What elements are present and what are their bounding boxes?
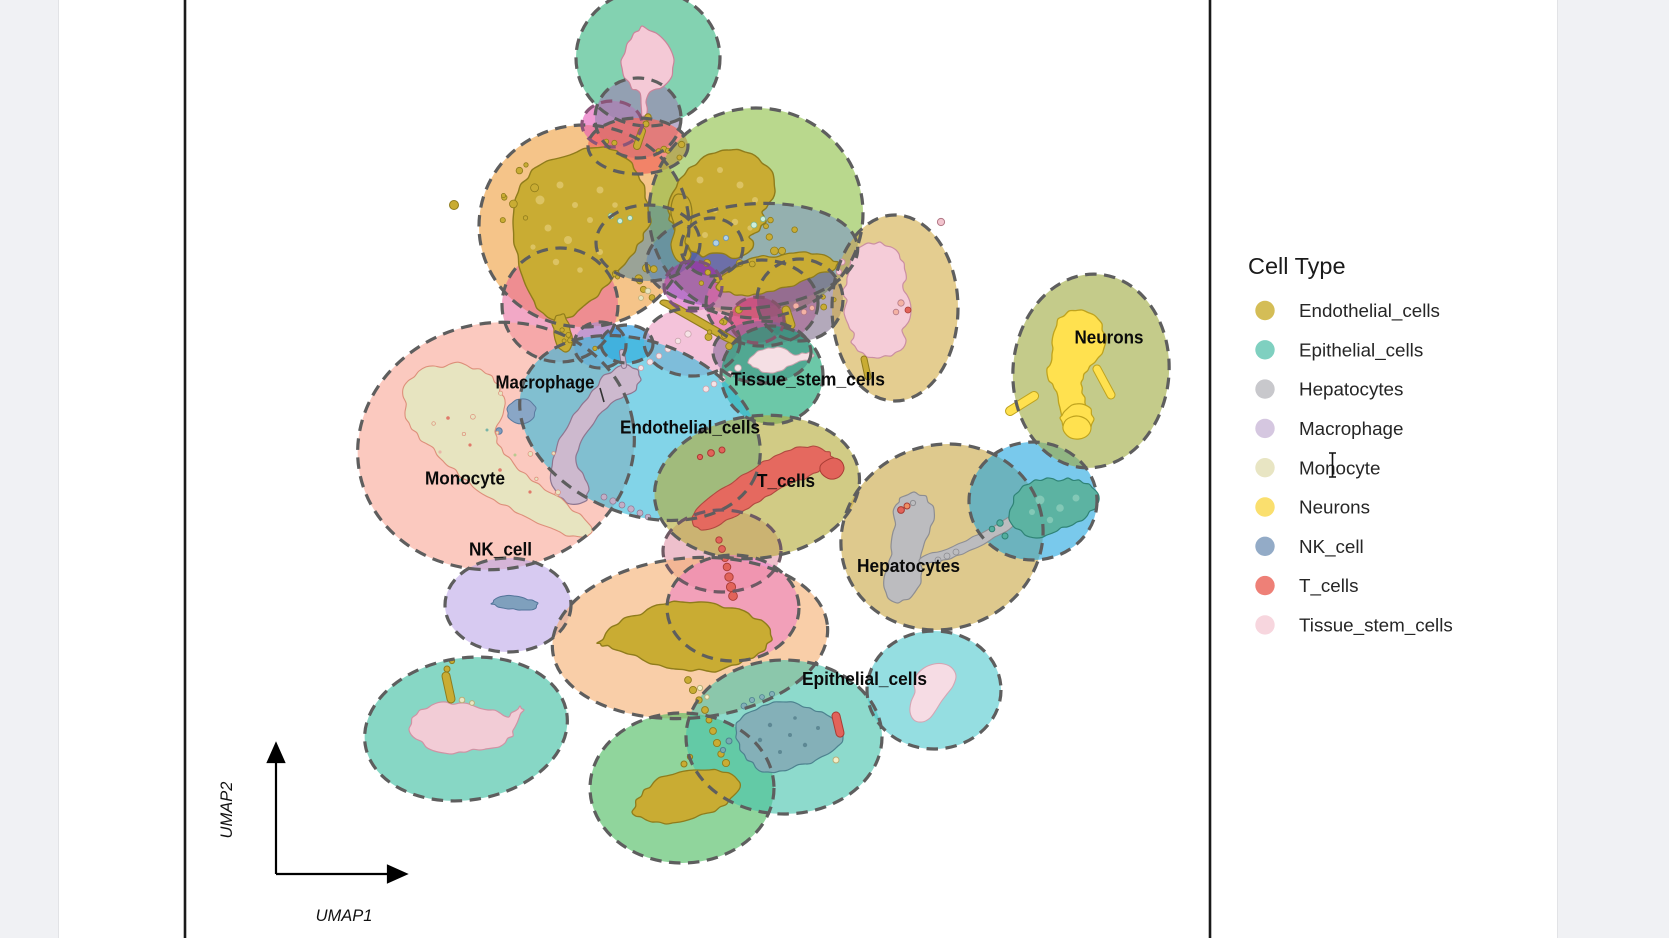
svg-text:Hepatocytes: Hepatocytes (857, 556, 960, 576)
svg-text:Epithelial_cells: Epithelial_cells (802, 669, 927, 689)
svg-text:UMAP1: UMAP1 (316, 907, 373, 925)
svg-text:Monocyte: Monocyte (425, 469, 505, 489)
svg-text:Endothelial_cells: Endothelial_cells (1299, 300, 1440, 322)
svg-text:Tissue_stem_cells: Tissue_stem_cells (731, 370, 885, 390)
svg-text:Hepatocytes: Hepatocytes (1299, 379, 1403, 400)
svg-text:Endothelial_cells: Endothelial_cells (620, 418, 760, 438)
svg-text:UMAP2: UMAP2 (218, 782, 236, 839)
svg-text:Monocyte: Monocyte (1299, 457, 1380, 478)
svg-text:T_cells: T_cells (1299, 575, 1359, 597)
svg-text:Macrophage: Macrophage (1299, 418, 1403, 439)
svg-text:Epithelial_cells: Epithelial_cells (1299, 339, 1423, 361)
svg-text:Macrophage: Macrophage (496, 372, 595, 392)
svg-text:NK_cell: NK_cell (1299, 536, 1364, 558)
svg-text:NK_cell: NK_cell (469, 540, 532, 560)
svg-text:Neurons: Neurons (1299, 497, 1370, 518)
svg-text:Tissue_stem_cells: Tissue_stem_cells (1299, 615, 1453, 637)
svg-text:Cell Type: Cell Type (1248, 253, 1346, 279)
svg-text:Neurons: Neurons (1075, 327, 1144, 347)
svg-text:T_cells: T_cells (757, 471, 815, 491)
